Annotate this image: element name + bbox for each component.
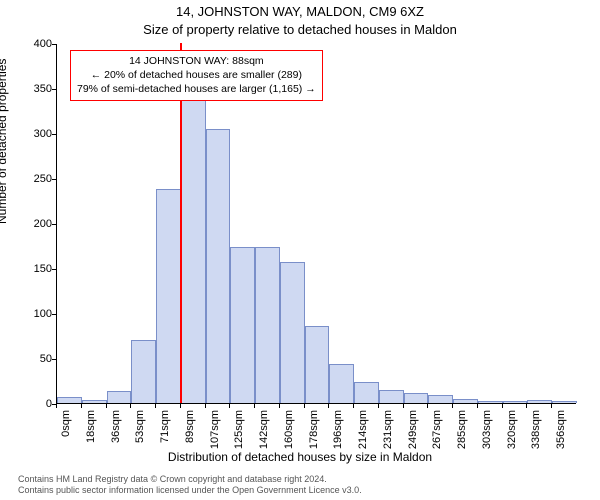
annotation-line-3: 79% of semi-detached houses are larger (…	[77, 82, 316, 96]
histogram-bar	[503, 401, 528, 403]
x-tick-mark	[205, 404, 206, 408]
x-tick-mark	[353, 404, 354, 408]
footer-line-1: Contains HM Land Registry data © Crown c…	[18, 474, 362, 485]
x-tick-mark	[477, 404, 478, 408]
x-tick-mark	[328, 404, 329, 408]
footer-attribution: Contains HM Land Registry data © Crown c…	[18, 474, 362, 497]
y-tick-label: 350	[12, 83, 52, 95]
y-tick-label: 0	[12, 398, 52, 410]
histogram-bar	[329, 364, 354, 403]
annotation-line-1: 14 JOHNSTON WAY: 88sqm	[77, 54, 316, 68]
y-tick-label: 250	[12, 173, 52, 185]
y-tick-mark	[52, 89, 56, 90]
x-tick-mark	[551, 404, 552, 408]
x-tick-mark	[155, 404, 156, 408]
histogram-bar	[107, 391, 132, 403]
x-tick-mark	[304, 404, 305, 408]
y-tick-mark	[52, 44, 56, 45]
x-tick-mark	[81, 404, 82, 408]
x-tick-mark	[180, 404, 181, 408]
x-tick-mark	[526, 404, 527, 408]
histogram-bar	[255, 247, 280, 403]
y-tick-label: 400	[12, 38, 52, 50]
histogram-bar	[82, 400, 107, 403]
y-tick-label: 50	[12, 353, 52, 365]
histogram-bar	[478, 401, 503, 403]
x-tick-mark	[427, 404, 428, 408]
x-tick-label: 356sqm	[555, 410, 600, 454]
histogram-bar	[354, 382, 379, 403]
y-tick-mark	[52, 359, 56, 360]
histogram-bar	[379, 390, 404, 404]
histogram-bar	[404, 393, 429, 403]
histogram-bar	[305, 326, 330, 403]
x-tick-mark	[403, 404, 404, 408]
x-tick-mark	[452, 404, 453, 408]
chart-container: 14, JOHNSTON WAY, MALDON, CM9 6XZ Size o…	[0, 0, 600, 500]
x-tick-mark	[378, 404, 379, 408]
x-tick-mark	[130, 404, 131, 408]
histogram-bar	[280, 262, 305, 403]
histogram-bar	[181, 99, 206, 403]
x-tick-mark	[279, 404, 280, 408]
y-tick-label: 300	[12, 128, 52, 140]
x-tick-mark	[502, 404, 503, 408]
x-tick-mark	[56, 404, 57, 408]
histogram-bar	[552, 401, 577, 403]
annotation-line-2: ← 20% of detached houses are smaller (28…	[77, 68, 316, 82]
y-tick-label: 200	[12, 218, 52, 230]
x-tick-mark	[254, 404, 255, 408]
y-tick-mark	[52, 314, 56, 315]
y-tick-label: 100	[12, 308, 52, 320]
y-tick-mark	[52, 269, 56, 270]
histogram-bar	[57, 397, 82, 403]
histogram-bar	[131, 340, 156, 403]
histogram-bar	[428, 395, 453, 403]
histogram-bar	[156, 189, 181, 403]
x-tick-mark	[106, 404, 107, 408]
y-tick-mark	[52, 134, 56, 135]
y-axis-label: Number of detached properties	[0, 59, 9, 224]
y-tick-mark	[52, 224, 56, 225]
histogram-bar	[527, 400, 552, 403]
footer-line-2: Contains public sector information licen…	[18, 485, 362, 496]
histogram-bar	[230, 247, 255, 403]
x-tick-mark	[229, 404, 230, 408]
page-subtitle: Size of property relative to detached ho…	[0, 22, 600, 37]
page-title: 14, JOHNSTON WAY, MALDON, CM9 6XZ	[0, 4, 600, 19]
histogram-bar	[206, 129, 231, 404]
annotation-box: 14 JOHNSTON WAY: 88sqm ← 20% of detached…	[70, 50, 323, 101]
histogram-bar	[453, 399, 478, 403]
y-tick-mark	[52, 179, 56, 180]
y-tick-label: 150	[12, 263, 52, 275]
